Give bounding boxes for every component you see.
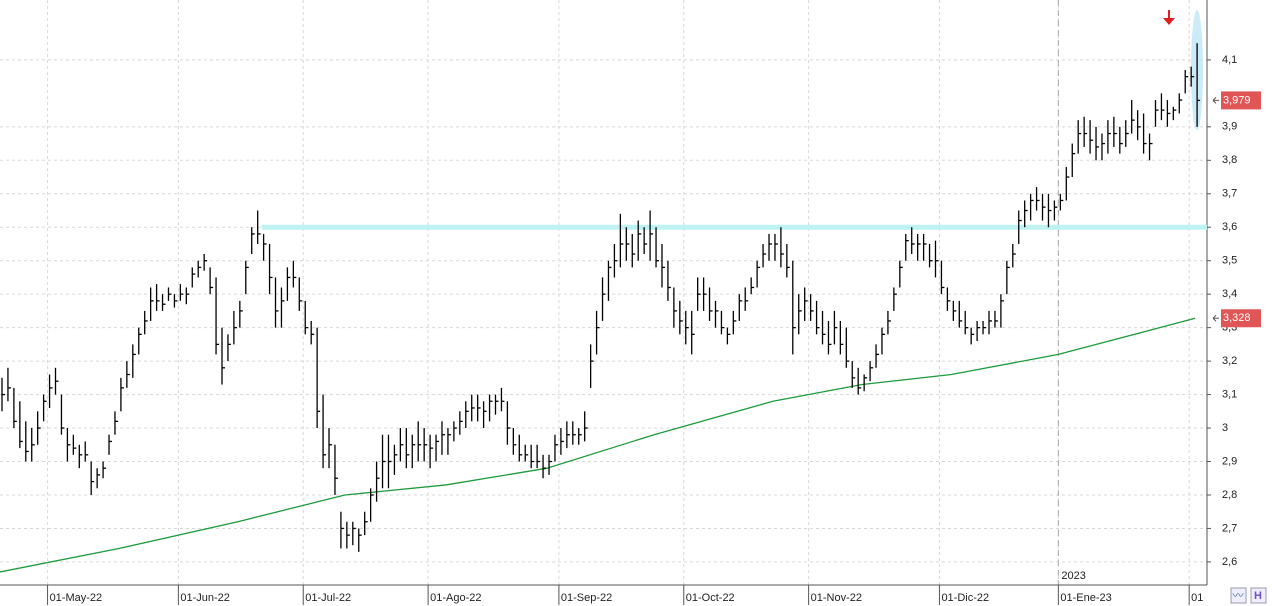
x-tick-label: 01-Oct-22 <box>686 592 735 604</box>
y-tick-label: 2,7 <box>1222 522 1237 534</box>
y-tick-label: 3,1 <box>1222 388 1237 400</box>
y-tick-label: 4,1 <box>1222 54 1237 66</box>
signal-arrow <box>1163 10 1175 25</box>
value-tag <box>1221 91 1261 110</box>
x-tick-label: 01-Ago-22 <box>430 592 481 604</box>
toolbar-icon[interactable] <box>1250 587 1267 604</box>
toolbar-glyph: H <box>1254 590 1262 602</box>
y-tick-label: 3,8 <box>1222 154 1237 166</box>
y-tick-label: 3,2 <box>1222 355 1237 367</box>
y-tick-label: 3,9 <box>1222 121 1237 133</box>
y-tick-label: 3,5 <box>1222 255 1237 267</box>
value-pointer <box>1212 314 1219 322</box>
y-tick-label: 2,6 <box>1222 556 1237 568</box>
value-tag-label: 3,328 <box>1223 312 1251 324</box>
x-tick-label: 01-Jul-22 <box>305 592 351 604</box>
toolbar-glyph: 〰 <box>1233 590 1244 602</box>
x-tick-label: 01-Dic-22 <box>941 592 989 604</box>
y-tick-label: 3 <box>1222 422 1228 434</box>
x-tick-label: 01-Ene-23 <box>1060 592 1111 604</box>
y-tick-label: 3,6 <box>1222 221 1237 233</box>
toolbar-icon[interactable] <box>1230 587 1247 604</box>
y-tick-label: 2,9 <box>1222 455 1237 467</box>
y-tick-label: 3,7 <box>1222 188 1237 200</box>
x-tick-label: 01-Jun-22 <box>180 592 230 604</box>
moving-average <box>0 317 1196 573</box>
y-tick-label: 3,4 <box>1222 288 1237 300</box>
x-tick-label: 01-Sep-22 <box>561 592 612 604</box>
x-tick-label: 01-May-22 <box>50 592 103 604</box>
value-tag <box>1221 309 1261 328</box>
year-label: 2023 <box>1061 570 1085 582</box>
value-pointer <box>1212 97 1219 104</box>
value-tag-label: 3,979 <box>1223 94 1251 106</box>
y-tick-label: 2,8 <box>1222 489 1237 501</box>
x-tick-label: 01 <box>1191 592 1203 604</box>
x-tick-label: 01-Nov-22 <box>811 592 862 604</box>
